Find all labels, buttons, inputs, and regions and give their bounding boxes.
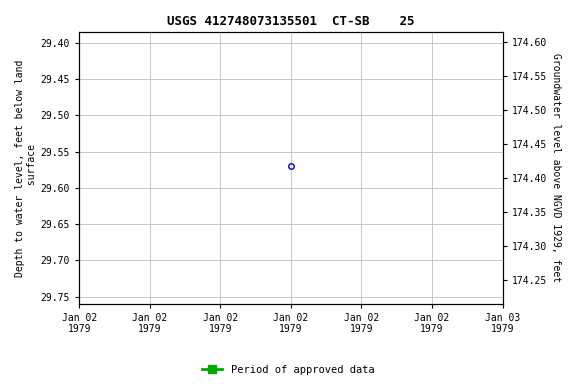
Title: USGS 412748073135501  CT-SB    25: USGS 412748073135501 CT-SB 25 bbox=[167, 15, 415, 28]
Legend: Period of approved data: Period of approved data bbox=[198, 361, 378, 379]
Y-axis label: Depth to water level, feet below land
 surface: Depth to water level, feet below land su… bbox=[15, 59, 37, 276]
Y-axis label: Groundwater level above NGVD 1929, feet: Groundwater level above NGVD 1929, feet bbox=[551, 53, 561, 283]
